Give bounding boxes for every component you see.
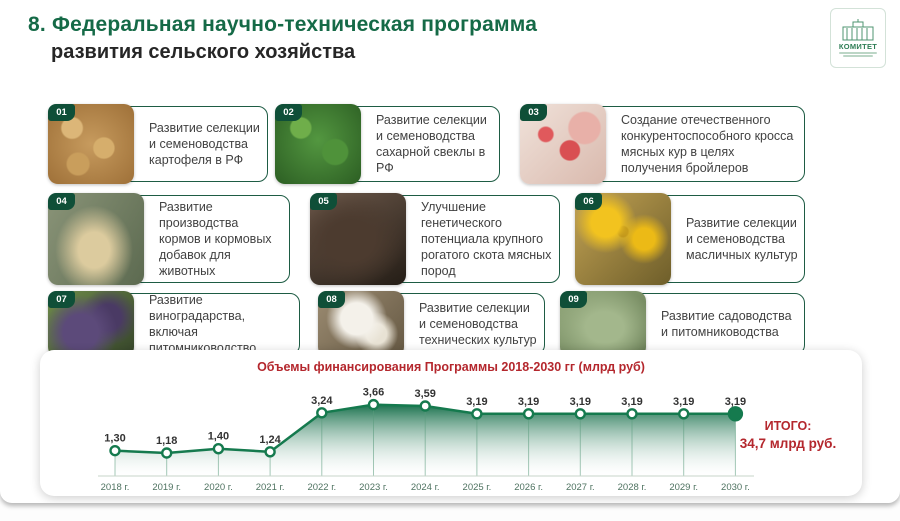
card-text: Развитие селекции и семеноводства сахарн… <box>376 113 487 175</box>
sunflowers-image: 06 <box>575 193 671 285</box>
card-number-badge: 04 <box>48 193 75 210</box>
program-card-08: Развитие селекции и семеноводства технич… <box>318 291 545 357</box>
program-card-01: Развитие селекции и семеноводства картоф… <box>48 104 268 184</box>
svg-text:2026 г.: 2026 г. <box>514 482 543 493</box>
animal-feed-image: 04 <box>48 193 144 285</box>
calf-image: 05 <box>310 193 406 285</box>
card-text: Развитие селекции и семеноводства технич… <box>419 301 537 347</box>
duma-building-icon <box>842 19 874 41</box>
svg-text:2018 г.: 2018 г. <box>101 482 130 493</box>
page-title-line1: 8. Федеральная научно-техническая програ… <box>28 13 538 36</box>
cotton-image: 08 <box>318 291 404 357</box>
logo-subtext-line <box>843 55 873 57</box>
svg-text:3,59: 3,59 <box>414 388 435 400</box>
cards-row-2: Развитие производства кормов и кормовых … <box>0 193 900 285</box>
grapes-image: 07 <box>48 291 134 357</box>
card-text: Развитие производства кормов и кормовых … <box>159 200 272 278</box>
svg-text:3,66: 3,66 <box>363 387 384 399</box>
financing-chart-panel: Объемы финансирования Программы 2018-203… <box>40 350 862 496</box>
cards-row-1: Развитие селекции и семеноводства картоф… <box>0 104 900 184</box>
cards-row-3: Развитие виноградарства, включая питомни… <box>0 291 900 357</box>
potatoes-image: 01 <box>48 104 134 184</box>
svg-text:1,24: 1,24 <box>259 434 281 446</box>
program-card-05: Улучшение генетического потенциала крупн… <box>310 193 560 285</box>
card-text: Улучшение генетического потенциала крупн… <box>421 200 552 278</box>
logo-subtext-line <box>839 52 877 54</box>
svg-text:2023 г.: 2023 г. <box>359 482 388 493</box>
total-label: ИТОГО: <box>764 419 812 433</box>
card-number-badge: 09 <box>560 291 587 308</box>
svg-text:2019 г.: 2019 г. <box>152 482 181 493</box>
chart-title: Объемы финансирования Программы 2018-203… <box>257 360 645 374</box>
svg-text:2029 г.: 2029 г. <box>669 482 698 493</box>
card-number-badge: 06 <box>575 193 602 210</box>
svg-text:2024 г.: 2024 г. <box>411 482 440 493</box>
svg-text:2027 г.: 2027 г. <box>566 482 595 493</box>
svg-text:2020 г.: 2020 г. <box>204 482 233 493</box>
svg-text:2025 г.: 2025 г. <box>463 482 492 493</box>
svg-text:1,30: 1,30 <box>104 433 125 445</box>
svg-text:3,19: 3,19 <box>725 396 746 408</box>
total-value: 34,7 млрд руб. <box>739 435 837 451</box>
svg-text:3,19: 3,19 <box>673 396 694 408</box>
svg-text:3,19: 3,19 <box>466 396 487 408</box>
svg-text:2021 г.: 2021 г. <box>256 482 285 493</box>
svg-text:1,18: 1,18 <box>156 435 177 447</box>
card-number-badge: 07 <box>48 291 75 308</box>
program-card-04: Развитие производства кормов и кормовых … <box>48 193 290 285</box>
svg-text:2022 г.: 2022 г. <box>307 482 336 493</box>
program-card-02: Развитие селекции и семеноводства сахарн… <box>275 104 500 184</box>
page-title-line2: развития сельского хозяйства <box>51 41 356 64</box>
svg-text:3,19: 3,19 <box>621 396 642 408</box>
program-card-07: Развитие виноградарства, включая питомни… <box>48 291 300 357</box>
svg-text:3,24: 3,24 <box>311 395 333 407</box>
card-number-badge: 05 <box>310 193 337 210</box>
slide: 8. Федеральная научно-техническая програ… <box>0 8 900 496</box>
svg-text:3,19: 3,19 <box>570 396 591 408</box>
program-card-06: Развитие селекции и семеноводства маслич… <box>575 193 805 285</box>
apple-image: 09 <box>560 291 646 357</box>
sugar-beet-image: 02 <box>275 104 361 184</box>
card-text: Развитие селекции и семеноводства картоф… <box>149 121 260 167</box>
card-text: Развитие селекции и семеноводства маслич… <box>686 216 798 262</box>
svg-text:2030 г.: 2030 г. <box>721 482 750 493</box>
svg-text:1,40: 1,40 <box>208 431 229 443</box>
svg-text:2028 г.: 2028 г. <box>618 482 647 493</box>
card-number-badge: 01 <box>48 104 75 121</box>
card-number-badge: 03 <box>520 104 547 121</box>
card-text: Развитие садоводства и питомниководства <box>661 309 792 339</box>
svg-text:3,19: 3,19 <box>518 396 539 408</box>
financing-area-chart: 1,30 2018 г. 1,18 2019 г. 1,40 2020 г. 1,24 202… <box>98 387 754 493</box>
chart-total: ИТОГО: 34,7 млрд руб. <box>724 418 852 453</box>
chickens-image: 03 <box>520 104 606 184</box>
program-directions-grid: Развитие селекции и семеноводства картоф… <box>0 104 900 357</box>
program-card-03: Создание отечественного конкурентоспособ… <box>520 104 805 184</box>
card-number-badge: 08 <box>318 291 345 308</box>
card-text: Создание отечественного конкурентоспособ… <box>621 113 794 175</box>
committee-logo: КОМИТЕТ <box>830 8 886 68</box>
page-title: 8. Федеральная научно-техническая програ… <box>28 12 537 65</box>
logo-text: КОМИТЕТ <box>838 42 878 51</box>
card-number-badge: 02 <box>275 104 302 121</box>
program-card-09: Развитие садоводства и питомниководства … <box>560 291 805 357</box>
